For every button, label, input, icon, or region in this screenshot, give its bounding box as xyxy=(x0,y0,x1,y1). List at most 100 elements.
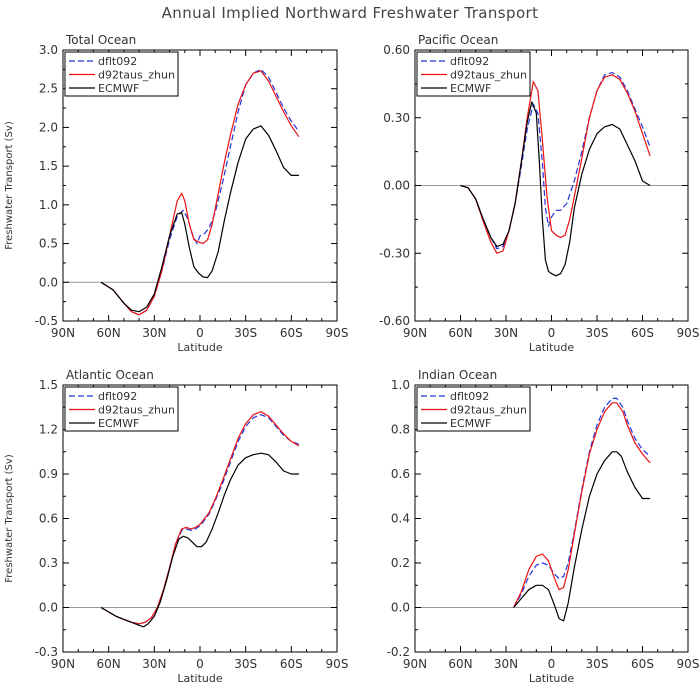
series-line-ECMWF xyxy=(513,451,651,622)
x-tick-label: 90N xyxy=(51,326,75,340)
y-tick-label: 0.0 xyxy=(39,601,58,615)
legend-label-d92taus_zhun: d92taus_zhun xyxy=(450,404,527,417)
legend-label-ECMWF: ECMWF xyxy=(98,82,139,95)
y-tick-label: 0.8 xyxy=(391,423,410,437)
panel-title: Pacific Ocean xyxy=(418,33,498,47)
series-line-ECMWF xyxy=(460,101,651,277)
series-line-dflt092 xyxy=(460,71,651,250)
y-tick-label: 3.0 xyxy=(39,43,58,57)
panel-title: Total Ocean xyxy=(65,33,136,47)
x-axis-label: Latitude xyxy=(529,341,575,354)
y-tick-label: 0.00 xyxy=(383,179,410,193)
legend-box xyxy=(64,386,179,432)
series-line-ECMWF xyxy=(100,125,299,313)
y-tick-label: 0.3 xyxy=(39,556,58,570)
y-tick-label: -0.3 xyxy=(35,645,58,659)
y-tick-label: 0.30 xyxy=(383,111,410,125)
x-tick-label: 30N xyxy=(494,657,518,671)
x-tick-label: 90S xyxy=(326,657,349,671)
x-axis-label: Latitude xyxy=(529,672,575,685)
x-tick-label: 30N xyxy=(494,326,518,340)
legend-label-d92taus_zhun: d92taus_zhun xyxy=(450,69,527,82)
y-axis-label: Freshwater Transport (Sv) xyxy=(4,454,15,583)
chart-panel-3: 90N 60N 30N 0 30S 60S 90S -0.2 0.0 0.2 0.4 0.6 0.8 1.… xyxy=(387,368,700,685)
x-tick-label: 60S xyxy=(631,657,654,671)
x-tick-label: 30S xyxy=(586,657,609,671)
x-tick-label: 90S xyxy=(677,326,700,340)
x-tick-label: 0 xyxy=(196,326,204,340)
series-line-ECMWF xyxy=(100,452,299,628)
y-tick-label: 0.2 xyxy=(391,556,410,570)
x-tick-label: 90S xyxy=(677,657,700,671)
y-tick-label: 1.5 xyxy=(39,159,58,173)
x-tick-label: 60N xyxy=(97,657,121,671)
y-tick-label: 0.4 xyxy=(391,512,410,526)
y-tick-label: 1.5 xyxy=(39,378,58,392)
y-tick-label: 0.6 xyxy=(391,467,410,481)
y-tick-label: 2.0 xyxy=(39,120,58,134)
x-tick-label: 0 xyxy=(196,657,204,671)
y-tick-label: 0.0 xyxy=(39,275,58,289)
y-tick-label: 0.6 xyxy=(39,512,58,526)
x-tick-label: 90N xyxy=(403,657,427,671)
x-axis-label: Latitude xyxy=(177,672,223,685)
y-tick-label: 1.0 xyxy=(39,198,58,212)
y-tick-label: 2.5 xyxy=(39,82,58,96)
legend-label-ECMWF: ECMWF xyxy=(98,417,139,430)
y-tick-label: -0.5 xyxy=(35,314,58,328)
x-tick-label: 60S xyxy=(280,657,303,671)
x-tick-label: 60S xyxy=(280,326,303,340)
y-axis-label: Freshwater Transport (Sv) xyxy=(4,121,15,250)
y-tick-label: 0.5 xyxy=(39,237,58,251)
x-tick-label: 60S xyxy=(631,326,654,340)
series-line-d92taus_zhun xyxy=(100,70,300,316)
panel-title: Indian Ocean xyxy=(418,368,497,382)
y-tick-label: 1.2 xyxy=(39,423,58,437)
y-tick-label: 1.0 xyxy=(391,378,410,392)
y-tick-label: -0.2 xyxy=(387,645,410,659)
x-tick-label: 30S xyxy=(234,657,257,671)
series-line-dflt092 xyxy=(100,68,300,316)
x-tick-label: 0 xyxy=(548,657,556,671)
x-tick-label: 90N xyxy=(403,326,427,340)
y-tick-label: -0.30 xyxy=(379,246,410,260)
legend-label-ECMWF: ECMWF xyxy=(450,417,491,430)
chart-panel-0: 90N 60N 30N 0 30S 60S 90S -0.5 0.0 0.5 1.0 1.5 2.0 2.… xyxy=(4,33,348,354)
panel-title: Atlantic Ocean xyxy=(66,368,154,382)
x-tick-label: 30N xyxy=(142,326,166,340)
chart-panel-2: 90N 60N 30N 0 30S 60S 90S -0.3 0.0 0.3 0.6 0.9 1.2 1.… xyxy=(4,368,348,685)
legend-label-dflt092: dflt092 xyxy=(98,390,137,403)
legend-label-d92taus_zhun: d92taus_zhun xyxy=(98,404,175,417)
x-tick-label: 60N xyxy=(97,326,121,340)
series-line-d92taus_zhun xyxy=(100,411,300,625)
legend-label-d92taus_zhun: d92taus_zhun xyxy=(98,69,175,82)
legend-box xyxy=(416,386,531,432)
x-tick-label: 90N xyxy=(51,657,75,671)
chart-panel-1: 90N 60N 30N 0 30S 60S 90S -0.60 -0.30 0.00 0.30 0.6… xyxy=(379,33,700,354)
y-tick-label: 0.0 xyxy=(391,601,410,615)
y-tick-label: -0.60 xyxy=(379,314,410,328)
x-axis-label: Latitude xyxy=(177,341,223,354)
legend-label-dflt092: dflt092 xyxy=(98,55,137,68)
x-tick-label: 30N xyxy=(142,657,166,671)
x-tick-label: 0 xyxy=(548,326,556,340)
x-tick-label: 30S xyxy=(234,326,257,340)
legend-label-ECMWF: ECMWF xyxy=(450,82,491,95)
y-tick-label: 0.60 xyxy=(383,43,410,57)
x-tick-label: 60N xyxy=(448,326,472,340)
legend-label-dflt092: dflt092 xyxy=(450,55,489,68)
main-title: Annual Implied Northward Freshwater Tran… xyxy=(161,4,539,22)
series-line-d92taus_zhun xyxy=(513,402,651,608)
legend-label-dflt092: dflt092 xyxy=(450,390,489,403)
series-line-dflt092 xyxy=(513,397,651,608)
x-tick-label: 90S xyxy=(326,326,349,340)
legend-box xyxy=(416,51,531,97)
series-line-dflt092 xyxy=(100,414,300,625)
x-tick-label: 30S xyxy=(586,326,609,340)
x-tick-label: 60N xyxy=(448,657,472,671)
